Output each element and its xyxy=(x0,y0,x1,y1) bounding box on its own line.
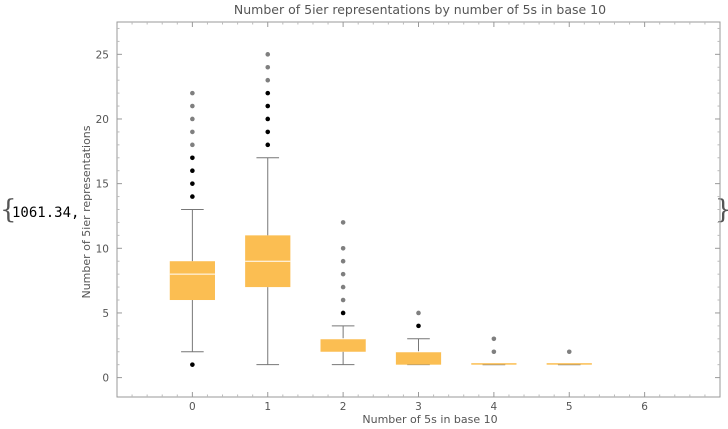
box-group xyxy=(471,336,517,366)
near-outlier-point xyxy=(340,310,346,316)
x-tick-label: 0 xyxy=(189,401,196,413)
box-group xyxy=(245,52,291,366)
far-outlier-point xyxy=(566,349,572,355)
far-outlier-point xyxy=(265,52,271,57)
y-tick-label: 25 xyxy=(96,49,109,61)
far-outlier-point xyxy=(190,103,195,109)
far-outlier-point xyxy=(491,336,497,342)
near-outlier-point xyxy=(265,90,271,96)
close-brace: } xyxy=(715,195,728,225)
near-outlier-point xyxy=(190,155,195,161)
far-outlier-point xyxy=(340,284,346,290)
near-outlier-point xyxy=(265,142,271,148)
far-outlier-point xyxy=(265,77,271,83)
x-tick-label: 6 xyxy=(641,401,648,413)
far-outlier-point xyxy=(416,310,421,316)
axis-ticks: 0 1 2 3 4 5 6 0 5 10 15 20 25 xyxy=(96,22,720,413)
y-tick-label: 5 xyxy=(102,308,109,320)
y-axis-label: Number of 5ier representations xyxy=(80,125,93,298)
open-brace: { xyxy=(0,195,17,225)
near-outlier-point xyxy=(265,103,271,109)
output-prefix-value: 1061.34, xyxy=(12,205,80,221)
box-body xyxy=(169,261,215,301)
box-body xyxy=(546,363,592,365)
x-tick-label: 5 xyxy=(566,401,573,413)
far-outlier-point xyxy=(340,297,346,303)
near-outlier-point xyxy=(265,116,271,122)
far-outlier-point xyxy=(340,220,346,225)
box-group xyxy=(546,349,592,366)
x-tick-label: 1 xyxy=(264,401,271,413)
near-outlier-point xyxy=(190,181,195,186)
y-tick-label: 20 xyxy=(96,114,109,126)
box-group xyxy=(320,220,366,366)
y-tick-label: 0 xyxy=(102,373,109,385)
far-outlier-point xyxy=(340,258,346,264)
far-outlier-point xyxy=(340,271,346,277)
far-outlier-point xyxy=(190,116,195,122)
far-outlier-point xyxy=(265,64,271,70)
box-body xyxy=(471,363,517,365)
near-outlier-point xyxy=(190,168,195,174)
x-tick-label: 4 xyxy=(491,401,498,413)
y-tick-label: 10 xyxy=(96,243,109,255)
near-outlier-point xyxy=(190,362,195,367)
chart-marks xyxy=(169,52,592,367)
x-tick-label: 3 xyxy=(415,401,422,413)
x-tick-label: 2 xyxy=(340,401,347,413)
near-outlier-point xyxy=(190,194,195,199)
box-body xyxy=(320,338,366,352)
box-group xyxy=(395,310,442,366)
far-outlier-point xyxy=(340,245,346,251)
near-outlier-point xyxy=(265,129,271,135)
near-outlier-point xyxy=(416,323,421,329)
far-outlier-point xyxy=(491,349,497,355)
y-tick-label: 15 xyxy=(96,179,109,191)
far-outlier-point xyxy=(190,129,195,135)
box-group xyxy=(169,90,215,367)
far-outlier-point xyxy=(190,142,195,148)
x-axis-label: Number of 5s in base 10 xyxy=(362,413,497,426)
far-outlier-point xyxy=(190,90,195,96)
box-body xyxy=(395,351,442,365)
chart-title: Number of 5ier representations by number… xyxy=(234,2,606,17)
